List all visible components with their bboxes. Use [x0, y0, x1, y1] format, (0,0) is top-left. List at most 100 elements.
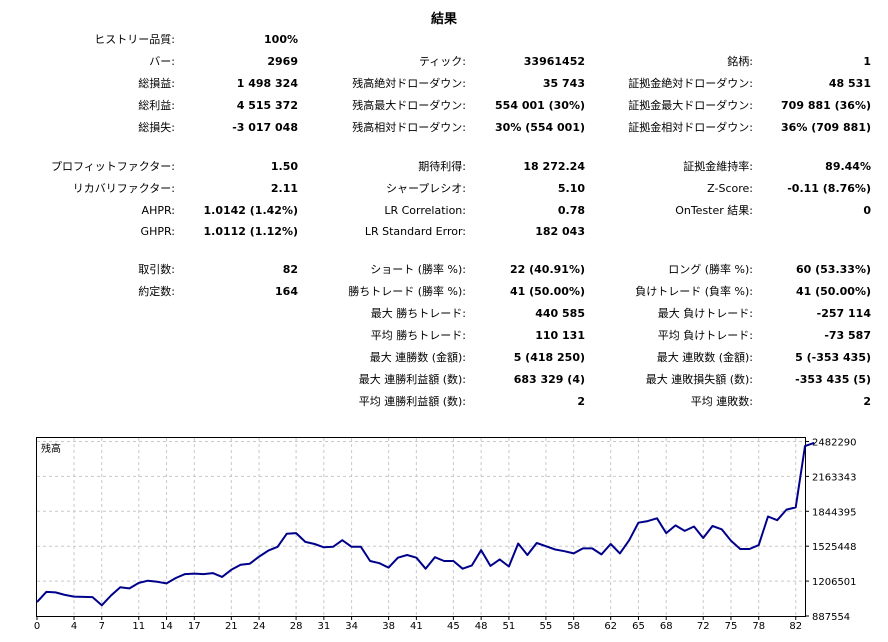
stat-label: 銘柄: [727, 55, 753, 68]
stat-value: 2 [577, 395, 585, 408]
stat-value: 2 [863, 395, 871, 408]
stat-value: 683 329 (4) [513, 373, 585, 386]
stat-label: 負けトレード (負率 %): [635, 285, 753, 298]
x-tick-label: 17 [188, 621, 201, 632]
stat-value: 30% (554 001) [495, 121, 585, 134]
stat-value: 89.44% [825, 160, 871, 173]
stat-value: 1.0142 (1.42%) [203, 204, 299, 217]
x-tick-label: 24 [253, 621, 266, 632]
x-tick-label: 55 [540, 621, 553, 632]
x-tick-label: 58 [567, 621, 580, 632]
stat-label: シャープレシオ: [385, 182, 466, 195]
stat-label: 総損失: [138, 121, 175, 134]
stat-value: 709 881 (36%) [781, 99, 871, 112]
x-tick-label: 78 [752, 621, 765, 632]
stat-value: 5 (418 250) [513, 351, 585, 364]
stat-label: 最大 連勝数 (金額): [369, 351, 466, 364]
y-tick-label: 1844395 [812, 507, 857, 518]
stat-label: 平均 連敗数: [690, 395, 753, 408]
stat-value: 1.0112 (1.12%) [203, 225, 299, 238]
stat-value: 22 (40.91%) [509, 263, 585, 276]
x-tick-label: 45 [447, 621, 460, 632]
balance-series-line [36, 441, 815, 607]
x-tick-label: 11 [132, 621, 145, 632]
x-tick-label: 34 [345, 621, 358, 632]
stats-table: ヒストリー品質: 100% バー: 2969 ティック: 33961452 銘柄: 1 総損益:… [50, 33, 871, 408]
x-tick-label: 82 [789, 621, 802, 632]
stat-label: OnTester 結果: [675, 204, 753, 217]
x-tick-label: 4 [71, 621, 77, 632]
stat-value: 36% (709 881) [781, 121, 871, 134]
stat-label: プロフィットファクター: [50, 160, 175, 173]
x-tick-label: 65 [632, 621, 645, 632]
stat-value: 164 [275, 285, 298, 298]
stat-value: 440 585 [535, 307, 585, 320]
stat-label: バー: [149, 55, 175, 68]
stat-value: -73 587 [824, 329, 871, 342]
stat-label: ティック: [418, 55, 466, 68]
stat-value: 48 531 [828, 77, 871, 90]
stat-label: 平均 勝ちトレード: [370, 329, 466, 342]
x-tick-label: 41 [410, 621, 423, 632]
stat-label: Z-Score: [707, 182, 753, 195]
stat-label: 証拠金相対ドローダウン: [628, 121, 753, 134]
stat-value: 5.10 [557, 182, 585, 195]
x-tick-label: 28 [290, 621, 303, 632]
stat-label: 最大 連敗損失額 (数): [645, 373, 753, 386]
stat-label: 最大 連敗数 (金額): [656, 351, 753, 364]
stat-value: 554 001 (30%) [495, 99, 585, 112]
stat-label: 平均 負けトレード: [657, 329, 753, 342]
stat-value: 182 043 [535, 225, 585, 238]
stat-value: 41 (50.00%) [509, 285, 585, 298]
stat-value: 18 272.24 [523, 160, 585, 173]
stat-value: 33961452 [523, 55, 585, 68]
stat-value: 1 [863, 55, 871, 68]
stat-label: LR Standard Error: [364, 225, 466, 238]
stat-label: リカバリファクター: [72, 182, 175, 195]
stat-label: LR Correlation: [384, 204, 466, 217]
stat-label: 平均 連勝利益額 (数): [358, 395, 466, 408]
stat-label: ロング (勝率 %): [668, 263, 753, 276]
stat-label: AHPR: [141, 204, 175, 217]
stat-label: 最大 連勝利益額 (数): [358, 373, 466, 386]
results-title: 結果 [430, 12, 457, 27]
x-tick-label: 0 [34, 621, 40, 632]
stat-value: 5 (-353 435) [795, 351, 871, 364]
stat-label: 最大 負けトレード: [657, 307, 753, 320]
stat-value: 1.50 [270, 160, 298, 173]
stat-label: 証拠金絶対ドローダウン: [628, 77, 753, 90]
stat-label: ショート (勝率 %): [370, 263, 466, 276]
stat-label: 最大 勝ちトレード: [370, 307, 466, 320]
stat-label: 総利益: [138, 99, 175, 112]
stat-value: 0.78 [557, 204, 585, 217]
x-tick-label: 38 [382, 621, 395, 632]
stat-value: 2969 [267, 55, 298, 68]
x-tick-label: 75 [725, 621, 738, 632]
stat-value: -0.11 (8.76%) [787, 182, 871, 195]
x-tick-label: 14 [160, 621, 173, 632]
stat-value: 41 (50.00%) [795, 285, 871, 298]
stat-label: 取引数: [138, 263, 175, 276]
stat-label: ヒストリー品質: [94, 33, 175, 46]
stat-label: 残高最大ドローダウン: [352, 99, 466, 112]
stat-value: -257 114 [816, 307, 871, 320]
stat-label: 証拠金維持率: [683, 160, 753, 173]
x-tick-label: 51 [503, 621, 516, 632]
stat-label: 勝ちトレード (勝率 %): [348, 285, 466, 298]
stat-value: 1 498 324 [236, 77, 298, 90]
stat-value: 2.11 [270, 182, 298, 195]
x-tick-label: 31 [317, 621, 330, 632]
stat-value: -3 017 048 [232, 121, 298, 134]
stat-value: 4 515 372 [236, 99, 298, 112]
stat-label: 残高絶対ドローダウン: [352, 77, 466, 90]
stat-label: 残高相対ドローダウン: [352, 121, 466, 134]
x-tick-label: 21 [225, 621, 238, 632]
stat-label: 総損益: [138, 77, 175, 90]
stat-label: 期待利得: [418, 160, 466, 173]
stat-value: -353 435 (5) [795, 373, 871, 386]
stat-value: 60 (53.33%) [795, 263, 871, 276]
x-tick-label: 68 [660, 621, 673, 632]
stat-value: 35 743 [542, 77, 585, 90]
y-tick-label: 2482290 [812, 437, 857, 448]
y-tick-label: 1206501 [812, 577, 857, 588]
